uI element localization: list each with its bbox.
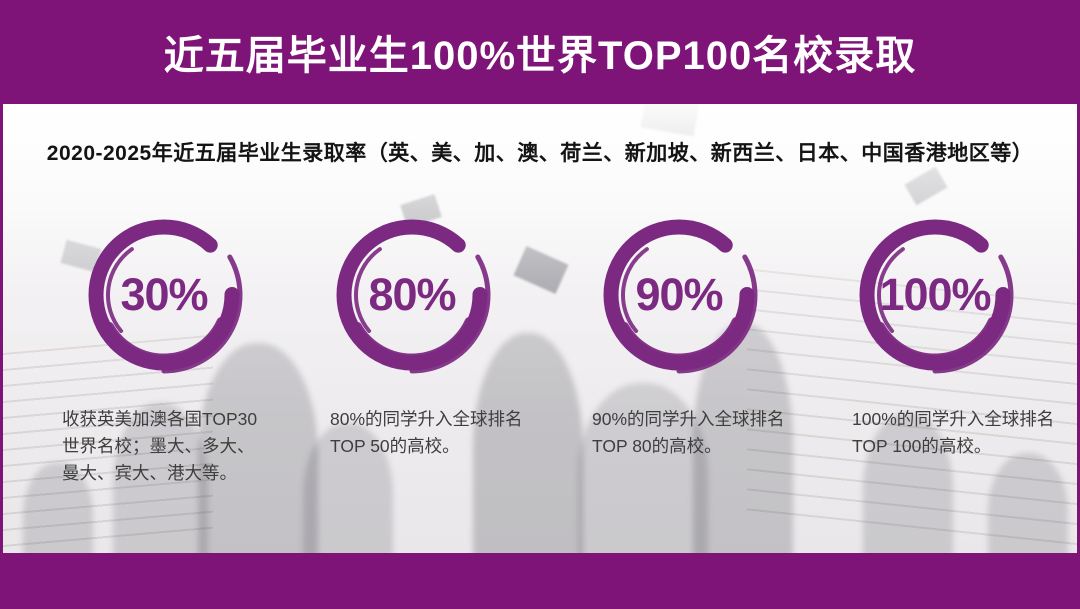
graduation-cap-decoration — [904, 166, 948, 206]
subtitle: 2020-2025年近五届毕业生录取率（英、美、加、澳、荷兰、新加坡、新西兰、日… — [46, 142, 1034, 165]
stat-percent: 100% — [879, 269, 991, 320]
graduation-cap-decoration — [513, 246, 569, 294]
footer-band — [0, 553, 1080, 609]
stat-ring-90: 90% — [594, 210, 764, 380]
header-banner: 近五届毕业生100%世界TOP100名校录取 — [0, 0, 1080, 104]
stat-caption: 收获英美加澳各国TOP30 世界名校；墨大、多大、 曼大、宾大、港大等。 — [62, 409, 258, 483]
stat-caption: 90%的同学升入全球排名 TOP 80的高校。 — [592, 409, 785, 456]
stat-ring-100: 100% — [850, 210, 1020, 380]
stat-percent: 90% — [635, 269, 723, 320]
page-title: 近五届毕业生100%世界TOP100名校录取 — [163, 34, 917, 78]
stat-caption: 80%的同学升入全球排名 TOP 50的高校。 — [330, 409, 523, 456]
graduation-cap-decoration — [640, 104, 700, 137]
content-area: 2020-2025年近五届毕业生录取率（英、美、加、澳、荷兰、新加坡、新西兰、日… — [3, 104, 1077, 553]
stat-percent: 30% — [120, 269, 208, 320]
stat-percent: 80% — [368, 269, 456, 320]
stat-ring-80: 80% — [327, 210, 497, 380]
graduate-silhouette — [988, 453, 1068, 553]
stat-caption: 100%的同学升入全球排名 TOP 100的高校。 — [852, 409, 1055, 456]
stat-ring-30: 30% — [79, 210, 249, 380]
